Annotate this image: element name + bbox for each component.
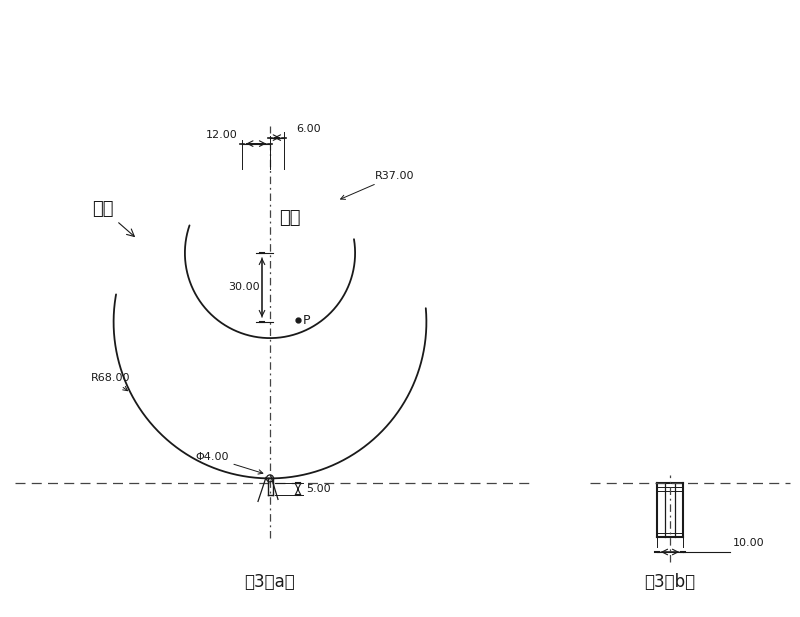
Text: 30.00: 30.00 xyxy=(228,283,260,292)
Text: R68.00: R68.00 xyxy=(90,373,130,391)
Text: 10.00: 10.00 xyxy=(733,538,765,548)
Text: P: P xyxy=(303,313,310,326)
Text: 图3（a）: 图3（a） xyxy=(245,573,295,591)
Text: 内环: 内环 xyxy=(279,209,301,227)
Text: 外环: 外环 xyxy=(92,200,134,236)
Text: 6.00: 6.00 xyxy=(297,123,321,134)
Text: 5.00: 5.00 xyxy=(306,484,330,494)
Text: 12.00: 12.00 xyxy=(206,130,238,139)
Text: R37.00: R37.00 xyxy=(341,171,414,199)
Text: Φ4.00: Φ4.00 xyxy=(195,452,263,474)
Text: 图3（b）: 图3（b） xyxy=(645,573,695,591)
